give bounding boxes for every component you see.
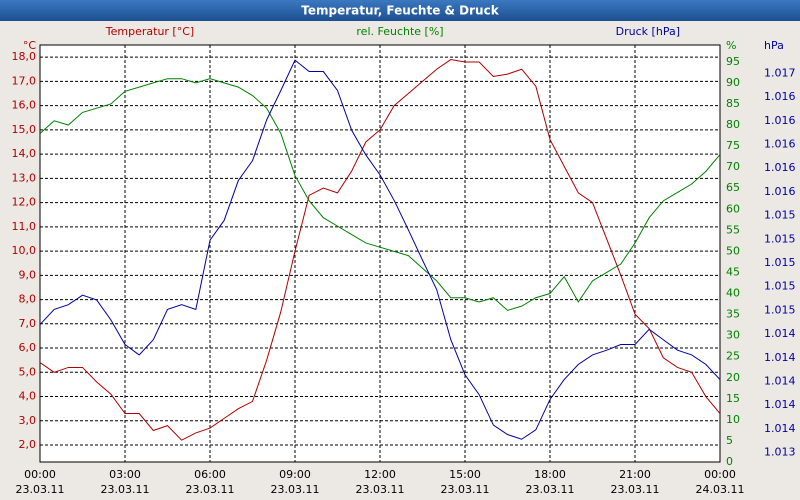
y2-tick-label: 0 (726, 455, 733, 468)
x-tick-date: 23.03.11 (356, 483, 405, 496)
y2-tick-label: 50 (726, 244, 740, 257)
y-tick-label: 11,0 (12, 220, 37, 233)
x-tick-date: 23.03.11 (441, 483, 490, 496)
series-line (39, 59, 721, 440)
y-unit: °C (23, 39, 37, 52)
y3-tick-label: 1.016 (764, 90, 796, 103)
y3-tick-label: 1.017 (764, 66, 796, 79)
y2-tick-label: 35 (726, 308, 740, 321)
y3-tick-label: 1.014 (764, 351, 796, 364)
y-tick-label: 16,0 (12, 99, 37, 112)
y3-tick-label: 1.016 (764, 161, 796, 174)
y2-tick-label: 75 (726, 139, 740, 152)
y2-tick-label: 60 (726, 202, 740, 215)
y2-tick-label: 55 (726, 223, 740, 236)
y-tick-label: 3,0 (19, 414, 37, 427)
x-tick-date: 23.03.11 (186, 483, 235, 496)
y3-tick-label: 1.015 (764, 280, 796, 293)
y-tick-label: 12,0 (12, 196, 37, 209)
y2-unit: % (726, 39, 736, 52)
y-tick-label: 17,0 (12, 74, 37, 87)
y3-tick-label: 1.014 (764, 422, 796, 435)
x-tick-date: 23.03.11 (611, 483, 660, 496)
y3-unit: hPa (764, 39, 784, 52)
y-axis-title: Temperatur [°C] (105, 25, 194, 38)
y-tick-label: 6,0 (19, 341, 37, 354)
y2-tick-label: 65 (726, 181, 740, 194)
y-tick-label: 4,0 (19, 390, 37, 403)
y3-axis-title: Druck [hPa] (616, 25, 680, 38)
y-tick-label: 10,0 (12, 244, 37, 257)
y3-tick-label: 1.015 (764, 232, 796, 245)
y2-tick-label: 20 (726, 371, 740, 384)
y-tick-label: 13,0 (12, 171, 37, 184)
y2-tick-label: 90 (726, 76, 740, 89)
series-line (39, 59, 721, 441)
x-tick-label: 00:00 (704, 468, 736, 481)
y3-tick-label: 1.015 (764, 209, 796, 222)
chart-title: Temperatur, Feuchte & Druck (301, 4, 499, 18)
y3-tick-label: 1.014 (764, 374, 796, 387)
y2-tick-label: 5 (726, 434, 733, 447)
y-tick-label: 2,0 (19, 438, 37, 451)
x-tick-label: 15:00 (449, 468, 481, 481)
x-tick-label: 21:00 (619, 468, 651, 481)
y-tick-label: 5,0 (19, 365, 37, 378)
series-line (39, 78, 721, 311)
y-tick-label: 14,0 (12, 147, 37, 160)
x-tick-label: 00:00 (24, 468, 56, 481)
y2-tick-label: 15 (726, 392, 740, 405)
y2-tick-label: 40 (726, 287, 740, 300)
y2-tick-label: 30 (726, 329, 740, 342)
y3-tick-label: 1.016 (764, 138, 796, 151)
y3-tick-label: 1.015 (764, 303, 796, 316)
y3-tick-label: 1.016 (764, 114, 796, 127)
y-tick-label: 18,0 (12, 50, 37, 63)
y2-tick-label: 80 (726, 118, 740, 131)
x-tick-date: 23.03.11 (526, 483, 575, 496)
y-tick-label: 7,0 (19, 317, 37, 330)
y-tick-label: 15,0 (12, 123, 37, 136)
y2-tick-label: 25 (726, 350, 740, 363)
x-tick-label: 06:00 (194, 468, 226, 481)
y2-tick-label: 95 (726, 55, 740, 68)
y3-tick-label: 1.014 (764, 398, 796, 411)
x-tick-date: 23.03.11 (271, 483, 320, 496)
y2-tick-label: 85 (726, 97, 740, 110)
y3-tick-label: 1.014 (764, 327, 796, 340)
y-tick-label: 9,0 (19, 268, 37, 281)
x-tick-date: 23.03.11 (101, 483, 150, 496)
y2-axis-title: rel. Feuchte [%] (356, 25, 443, 38)
x-tick-label: 03:00 (109, 468, 141, 481)
y2-tick-label: 10 (726, 413, 740, 426)
y3-tick-label: 1.016 (764, 185, 796, 198)
x-tick-date: 23.03.11 (16, 483, 65, 496)
y2-tick-label: 70 (726, 160, 740, 173)
y-tick-label: 8,0 (19, 293, 37, 306)
x-tick-label: 12:00 (364, 468, 396, 481)
x-tick-label: 09:00 (279, 468, 311, 481)
y2-tick-label: 45 (726, 265, 740, 278)
x-tick-date: 24.03.11 (696, 483, 745, 496)
y3-tick-label: 1.013 (764, 446, 796, 459)
y3-tick-label: 1.015 (764, 256, 796, 269)
x-tick-label: 18:00 (534, 468, 566, 481)
title-bar (0, 0, 800, 21)
